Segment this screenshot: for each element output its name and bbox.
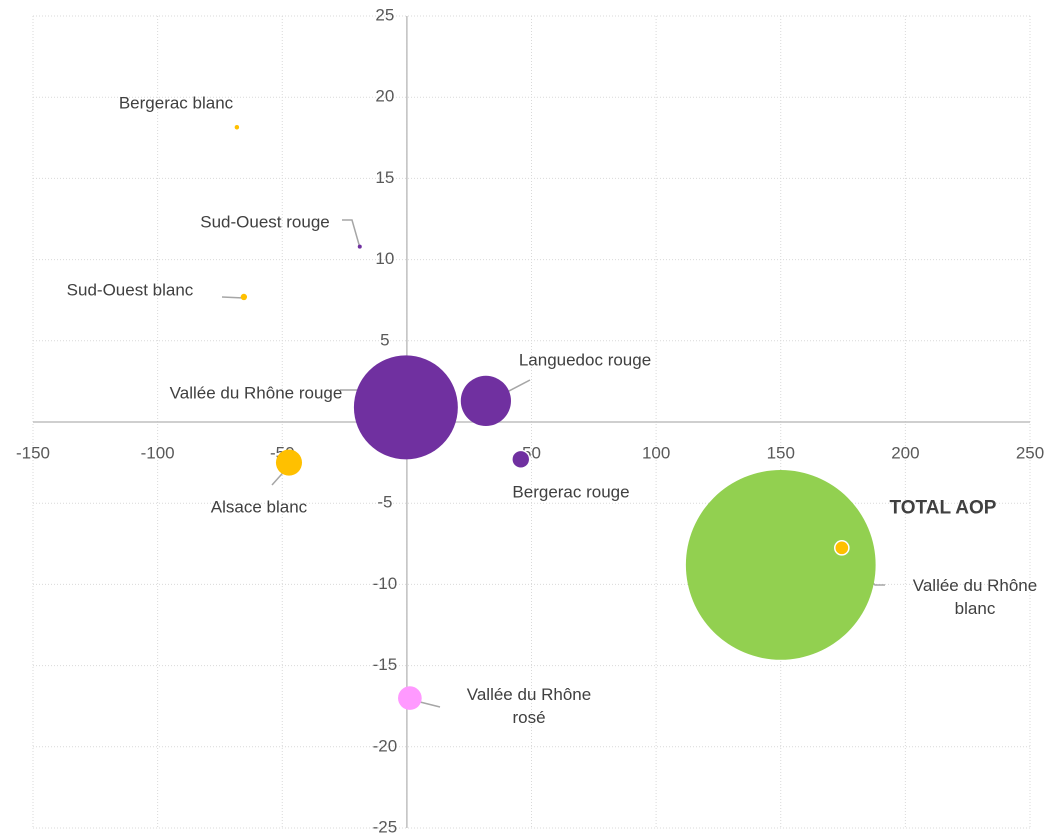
bubble (685, 470, 876, 660)
bubble (460, 375, 511, 426)
y-tick-label: 25 (375, 5, 394, 24)
bubble (234, 125, 240, 130)
x-tick-label: 250 (1016, 443, 1044, 462)
data-label: Vallée du Rhône rouge (169, 383, 343, 403)
data-label: Bergerac rouge (512, 482, 630, 502)
data-label: Vallée du Rhône blanc (912, 576, 1038, 618)
bubble (833, 540, 850, 556)
data-label: TOTAL AOP (889, 497, 997, 519)
bubble (240, 293, 248, 301)
y-tick-label: 20 (375, 87, 394, 106)
bubble (357, 244, 362, 249)
y-tick-label: -20 (373, 736, 398, 755)
y-tick-label: 5 (380, 330, 389, 349)
x-tick-label: -100 (141, 443, 175, 462)
x-tick-label: -150 (16, 443, 50, 462)
y-tick-label: -5 (377, 493, 392, 512)
y-tick-label: -10 (373, 574, 398, 593)
y-tick-label: 10 (375, 249, 394, 268)
data-label: Vallée du Rhône rosé (466, 685, 592, 727)
y-tick-label: -25 (373, 817, 398, 836)
leader-line (342, 219, 361, 249)
data-label: Sud-Ouest rouge (200, 212, 330, 232)
x-tick-label: 100 (642, 443, 670, 462)
data-label: Languedoc rouge (518, 350, 652, 370)
bubble (353, 355, 458, 460)
data-label: Sud-Ouest blanc (66, 280, 194, 300)
bubble (275, 449, 303, 476)
data-label: Alsace blanc (210, 497, 308, 517)
y-tick-label: 15 (375, 168, 394, 187)
leader-line (221, 296, 245, 299)
x-tick-label: 200 (891, 443, 919, 462)
y-tick-label: -15 (373, 655, 398, 674)
data-label: Bergerac blanc (118, 93, 234, 113)
bubble (398, 686, 422, 710)
bubble (511, 449, 531, 470)
x-tick-label: 150 (767, 443, 795, 462)
